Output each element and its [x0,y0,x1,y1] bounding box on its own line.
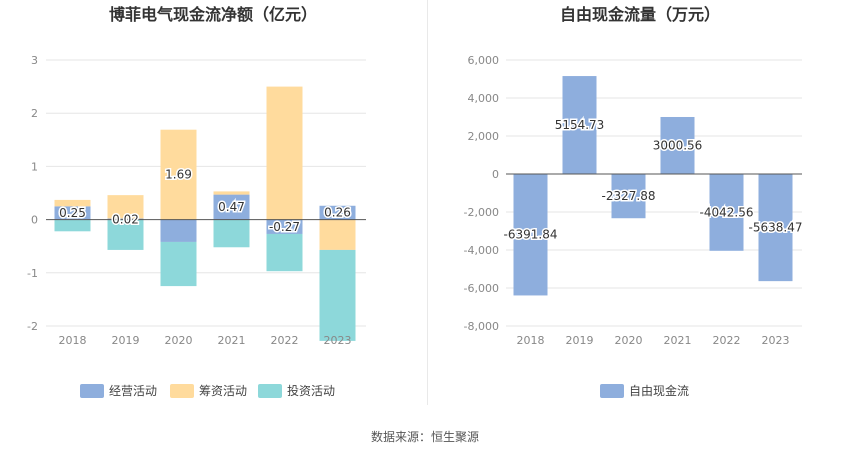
x-tick-label: 2020 [615,334,643,347]
y-tick-label: -6,000 [464,282,499,295]
legend-swatch [80,384,104,398]
bar [107,219,144,250]
bar [54,206,91,220]
y-tick-label: 2 [31,107,38,120]
bar [513,174,548,296]
x-tick-label: 2021 [664,334,692,347]
data-label: 5154.73 [555,118,605,132]
x-tick-label: 2023 [324,334,352,347]
panel-divider [427,0,428,405]
bar [107,195,144,219]
legend-swatch [170,384,194,398]
chart-title: 自由现金流量（万元） [560,5,720,24]
bar [213,194,250,220]
bar [213,219,250,248]
data-labels: -6391.84 5154.73 -2327.88 3000.56 -4042.56 -5… [502,117,804,244]
x-tick-label: 2019 [566,334,594,347]
y-tick-label: 0 [492,168,499,181]
legend-label: 投资活动 [287,383,335,398]
data-label: -0.27 [269,220,300,234]
legend-label: 经营活动 [109,384,157,398]
bar [611,174,646,219]
data-label: 1.69 [165,168,192,182]
data-label: 0.25 [59,206,86,220]
x-tick-label: 2022 [271,334,299,347]
data-source-note: 数据来源：恒生聚源 [370,430,479,444]
y-tick-label: -1 [27,267,38,280]
legend: 经营活动 筹资活动 投资活动 [80,383,335,398]
bar [213,191,250,195]
y-tick-label: -2,000 [464,206,499,219]
x-tick-label: 2020 [165,334,193,347]
x-tick-label: 2019 [112,334,140,347]
bar [319,219,356,250]
legend-label: 筹资活动 [199,384,247,398]
data-label: 0.26 [324,206,351,220]
y-tick-label: 2,000 [468,130,500,143]
y-axis-ticks: 6,000 4,000 2,000 0 -2,000 -4,000 -6,000 -8,000 [464,54,499,333]
bar [562,76,597,174]
bar [758,174,793,282]
bar [160,129,197,220]
bar [319,205,356,220]
y-tick-label: -2 [27,320,38,333]
bar [266,233,303,272]
data-label: 0.02 [112,213,139,227]
bar [107,218,144,220]
data-label: -4042.56 [700,205,754,219]
x-axis-ticks: 2018 2019 2020 2021 2022 2023 [517,334,790,347]
free-cash-flow-chart: 自由现金流量（万元） 6,0004,0002,0000-2,000-4,000-… [464,5,804,398]
bar [660,116,695,174]
legend-swatch [258,384,282,398]
bar-group [513,76,793,296]
data-labels: 0.25 0.02 1.69 0.47 -0.27 0.26 [58,166,353,235]
y-tick-label: 3 [31,54,38,67]
data-label: 3000.56 [653,138,703,152]
y-tick-label: -8,000 [464,320,499,333]
x-tick-label: 2022 [713,334,741,347]
y-tick-label: -4,000 [464,244,499,257]
y-tick-label: 6,000 [468,54,500,67]
grid-lines [46,59,366,327]
bar [266,219,303,234]
bar [54,219,91,232]
bar-group [54,86,356,341]
bar [54,199,91,207]
legend-label: 自由现金流 [629,383,689,398]
chart-title: 博菲电气现金流净额（亿元） [109,5,317,24]
bar [319,249,356,341]
bar [160,219,197,242]
x-tick-label: 2021 [218,334,246,347]
y-axis-ticks: 3 2 1 0 -1 -2 [27,54,38,333]
data-label: -2327.88 [602,189,656,203]
legend-swatch [600,384,624,398]
bar [709,174,744,251]
legend: 自由现金流 [600,383,689,398]
grid-lines [506,59,802,327]
bar [266,86,303,220]
y-tick-label: 1 [31,160,38,173]
data-label: -6391.84 [504,228,558,242]
x-tick-label: 2023 [762,334,790,347]
y-tick-label: 4,000 [468,92,500,105]
y-tick-label: 0 [31,214,38,227]
x-axis-ticks: 2018 2019 2020 2021 2022 2023 [59,334,352,347]
data-label: 0.47 [218,200,245,214]
bar [160,241,197,287]
x-tick-label: 2018 [517,334,545,347]
data-label: -5638.47 [749,221,803,235]
x-tick-label: 2018 [59,334,87,347]
